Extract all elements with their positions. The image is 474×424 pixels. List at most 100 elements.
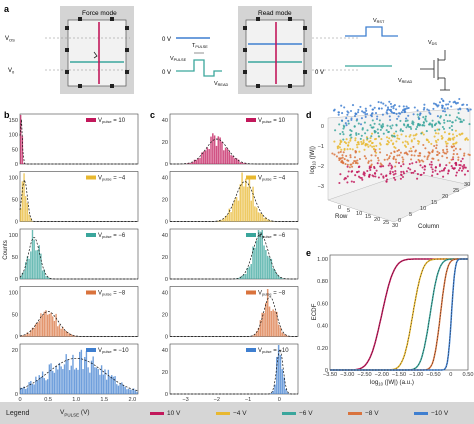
histogram-bar bbox=[105, 379, 108, 394]
scatter-point bbox=[442, 100, 445, 103]
scatter-point bbox=[349, 109, 353, 113]
panel-c-axes-0 bbox=[169, 113, 299, 165]
histogram-bar bbox=[35, 250, 37, 279]
transistor-icon bbox=[420, 50, 450, 91]
histogram-bar bbox=[127, 388, 130, 394]
t-pulse-label: TPULSE bbox=[192, 43, 208, 49]
row-tick-label: 20 bbox=[374, 217, 380, 223]
histogram-bar bbox=[33, 239, 35, 279]
legend-item: 10 V bbox=[150, 410, 180, 417]
scatter-point bbox=[392, 142, 395, 145]
scatter-point bbox=[450, 165, 453, 168]
histogram-bar bbox=[243, 163, 245, 164]
scatter-point bbox=[420, 132, 423, 135]
scatter-point bbox=[354, 112, 357, 115]
scatter-point bbox=[382, 125, 385, 128]
scatter-point bbox=[422, 116, 425, 119]
scatter-point bbox=[434, 166, 437, 169]
scatter-point bbox=[388, 157, 391, 160]
scatter-point bbox=[402, 158, 405, 161]
histogram-bar bbox=[191, 161, 194, 164]
histogram-bar bbox=[224, 147, 227, 164]
fit-curve bbox=[170, 181, 298, 222]
scatter-point bbox=[448, 119, 452, 123]
scatter-point bbox=[333, 108, 336, 111]
row-tick-label: 15 bbox=[365, 214, 371, 220]
scatter-point bbox=[342, 138, 345, 141]
scatter-point bbox=[337, 113, 340, 116]
scatter-point bbox=[336, 145, 339, 148]
histogram-bar bbox=[50, 363, 52, 394]
scatter-point bbox=[419, 152, 422, 155]
histogram-bar bbox=[107, 369, 110, 394]
scatter-point bbox=[380, 173, 383, 176]
scatter-point bbox=[380, 124, 383, 127]
scatter-point bbox=[390, 134, 394, 137]
scatter-point bbox=[440, 135, 443, 138]
histogram-bar bbox=[244, 273, 247, 279]
scatter-point bbox=[405, 126, 408, 129]
scatter-point bbox=[350, 117, 353, 120]
histogram-bar bbox=[246, 267, 249, 279]
v-ds-label: VDS bbox=[428, 40, 437, 46]
scatter-point bbox=[422, 121, 425, 124]
histogram-bar bbox=[272, 268, 274, 279]
histogram-bar bbox=[31, 383, 34, 394]
histogram-bar bbox=[100, 365, 103, 394]
histogram-bar bbox=[279, 327, 282, 337]
scatter-point bbox=[354, 139, 357, 142]
scatter-point bbox=[371, 108, 374, 111]
histogram-bar bbox=[217, 220, 220, 222]
legend-swatch bbox=[282, 412, 296, 415]
scatter-point bbox=[346, 163, 349, 166]
scatter-point bbox=[343, 106, 346, 109]
histogram-bar bbox=[23, 173, 25, 222]
scatter-point bbox=[426, 156, 429, 159]
scatter-point bbox=[331, 152, 334, 155]
scatter-point bbox=[397, 149, 400, 152]
scatter-point bbox=[343, 158, 346, 161]
y-tick-label: 20 bbox=[162, 198, 168, 204]
scatter-point bbox=[364, 107, 367, 110]
legend-item-label: −6 V bbox=[299, 410, 313, 417]
scatter-point bbox=[400, 111, 403, 114]
histogram-bar bbox=[272, 309, 274, 337]
y-tick-label: 100 bbox=[9, 233, 18, 239]
scatter-point bbox=[438, 152, 441, 155]
y-tick-label: 20 bbox=[162, 313, 168, 319]
scatter-point bbox=[385, 111, 388, 114]
x-tick-label: −2.50 bbox=[357, 372, 371, 378]
scatter-point bbox=[396, 154, 399, 157]
panel-d-row-label: Row bbox=[335, 213, 348, 220]
histogram-bar bbox=[215, 145, 218, 164]
histogram-bar bbox=[255, 207, 258, 222]
y-tick-label: 0.80 bbox=[317, 279, 328, 285]
scatter-point bbox=[364, 132, 367, 135]
histogram-bar bbox=[43, 269, 45, 279]
scatter-point bbox=[406, 141, 409, 144]
scatter-point bbox=[403, 124, 406, 127]
scatter-point bbox=[441, 136, 444, 139]
histogram-bar bbox=[268, 306, 271, 337]
scatter-point bbox=[377, 101, 380, 104]
scatter-point bbox=[358, 157, 361, 161]
scatter-point bbox=[441, 125, 444, 129]
scatter-point bbox=[341, 156, 344, 159]
legend-swatch bbox=[86, 175, 96, 180]
legend-title: Legend bbox=[6, 409, 30, 417]
scatter-point bbox=[343, 148, 346, 151]
histogram-bar bbox=[55, 365, 57, 394]
histogram-bar bbox=[43, 311, 45, 337]
scatter-point bbox=[452, 145, 456, 148]
scatter-point bbox=[390, 164, 393, 167]
scatter-point bbox=[460, 120, 463, 123]
legend-text: Vpulse = 10 bbox=[98, 118, 126, 124]
scatter-point bbox=[405, 105, 408, 108]
scatter-point bbox=[463, 166, 466, 169]
panel-b-row-4: Vpulse = −10 0 20 bbox=[12, 343, 139, 398]
scatter-point bbox=[385, 174, 388, 177]
histogram-bar bbox=[26, 202, 29, 222]
scatter-point bbox=[453, 136, 456, 139]
scatter-point bbox=[380, 107, 383, 110]
scatter-point bbox=[372, 145, 376, 148]
